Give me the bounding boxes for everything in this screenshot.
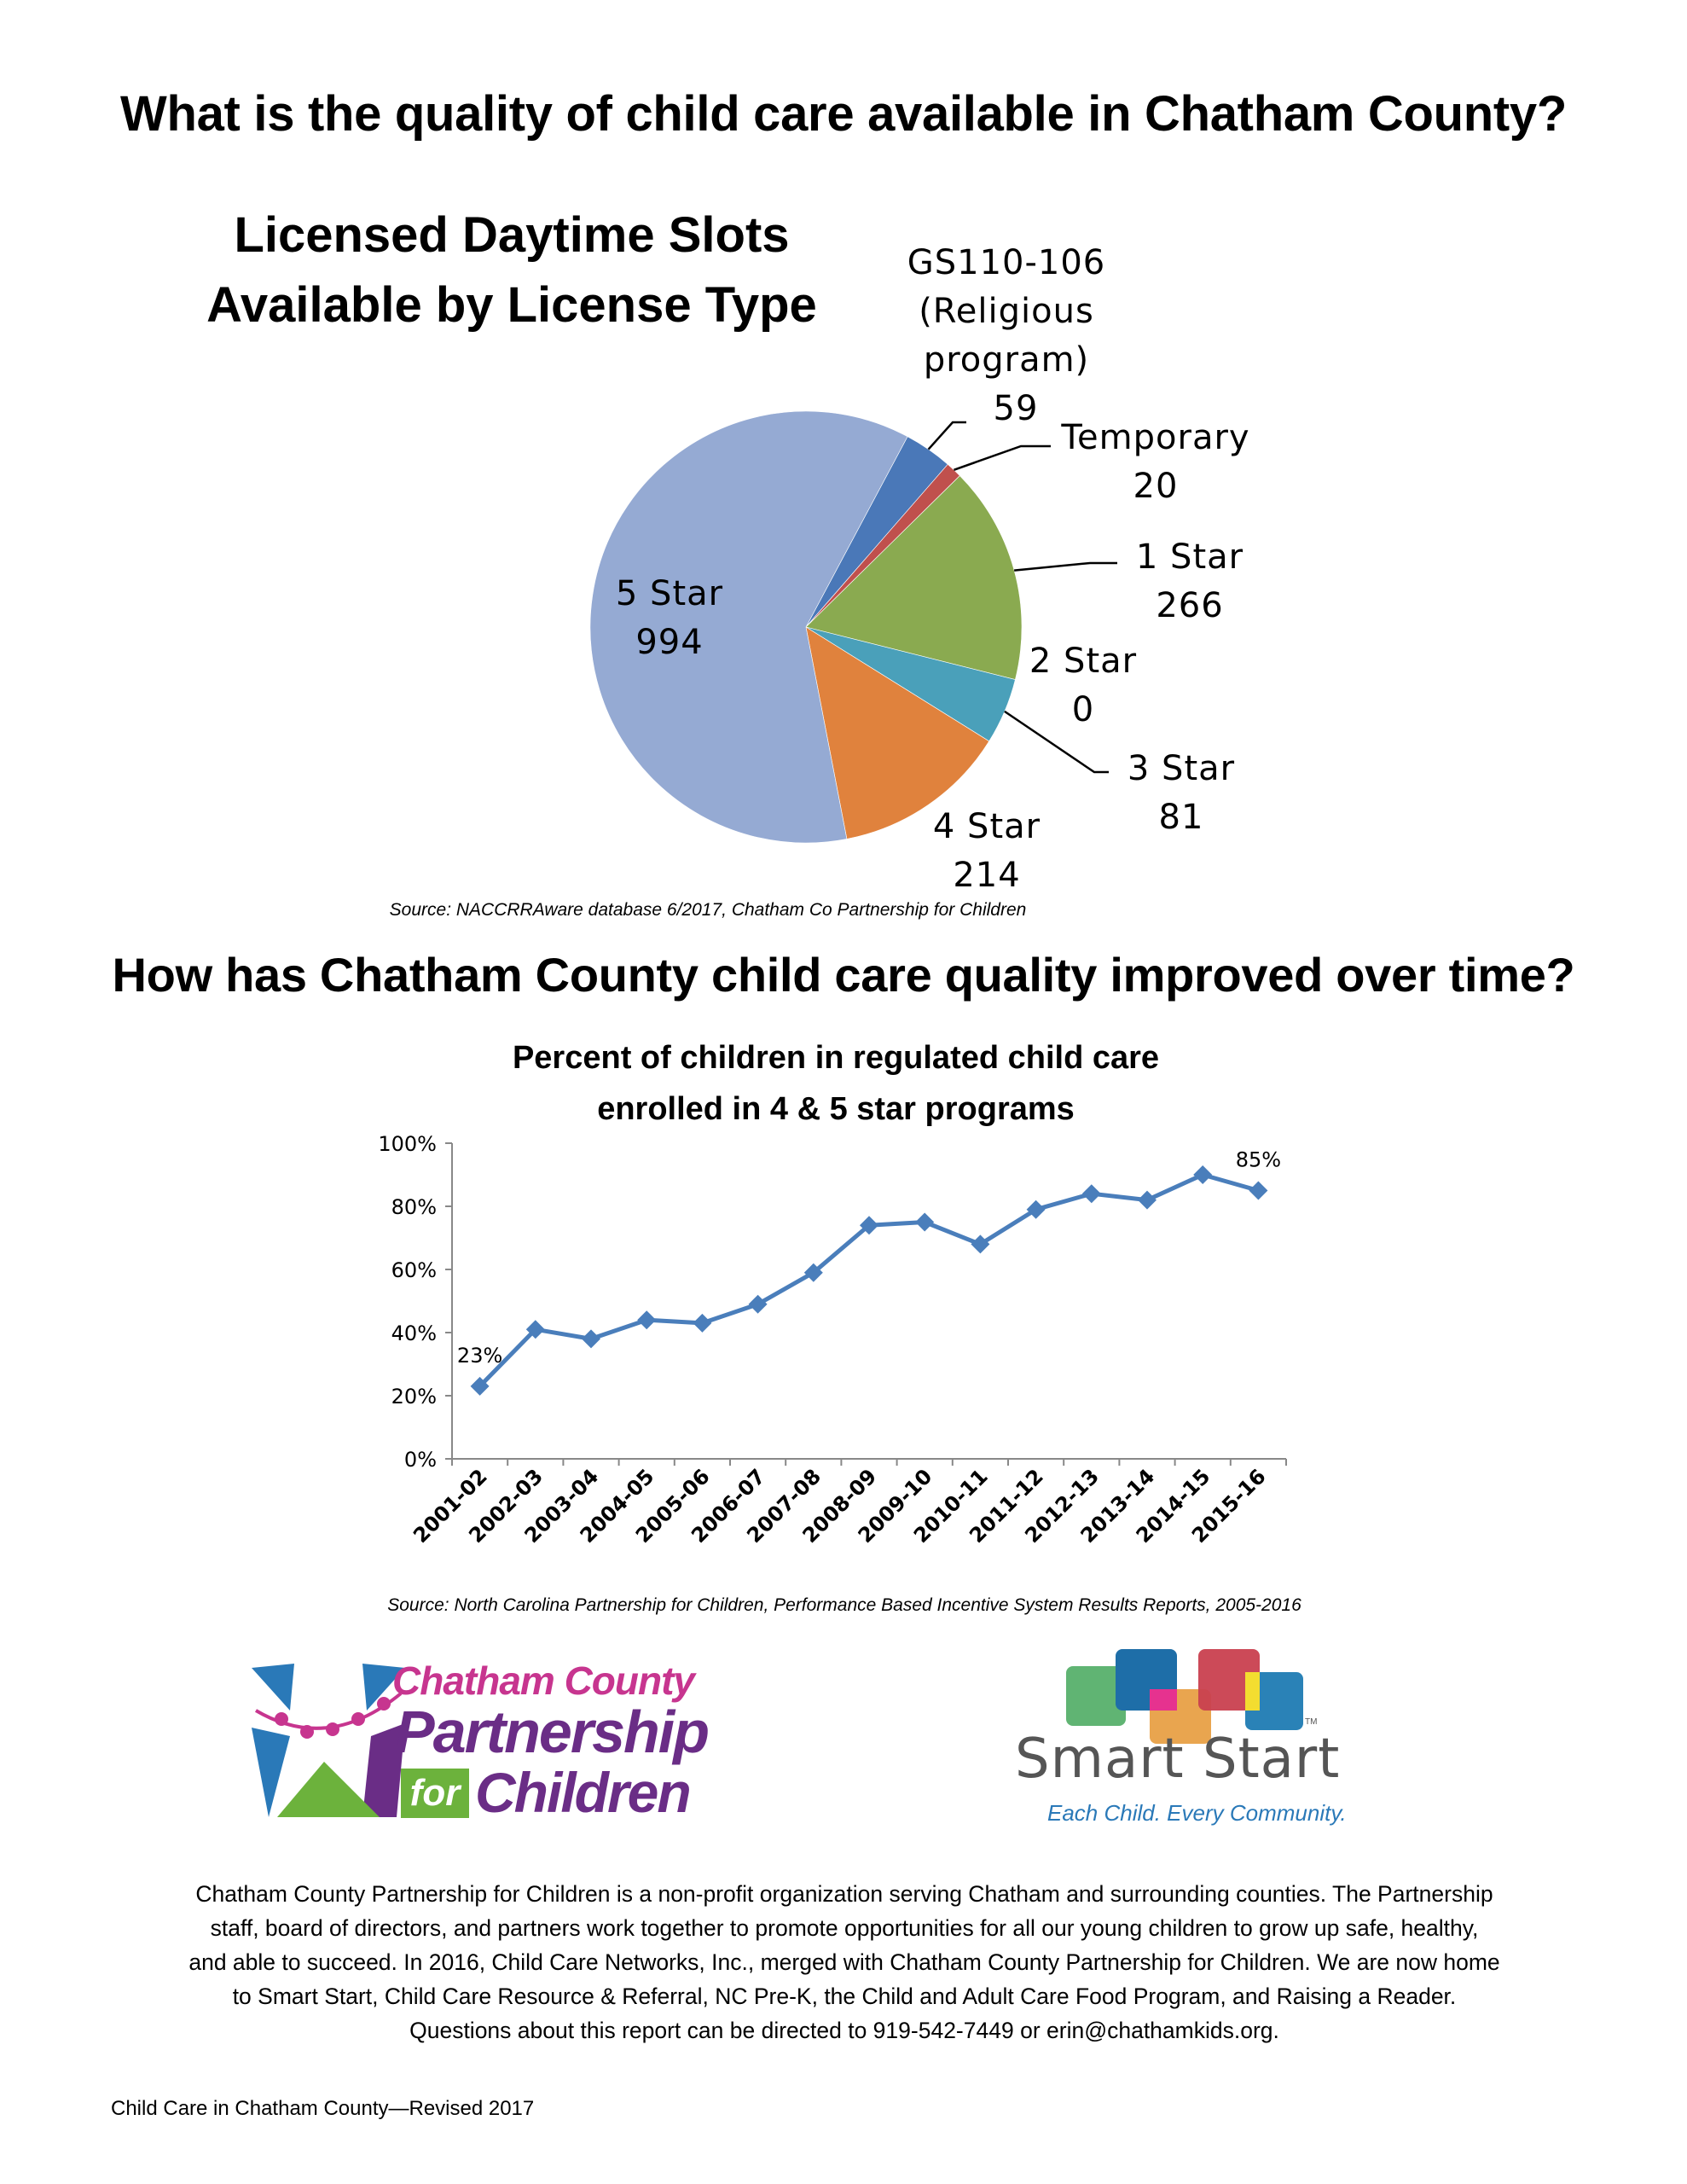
y-tick-label: 80% xyxy=(391,1195,437,1219)
line-chart-title: Percent of children in regulated child c… xyxy=(409,1032,1262,1135)
line-title-line2: enrolled in 4 & 5 star programs xyxy=(597,1091,1075,1127)
pie-label-1-star: 1 Star 266 xyxy=(1117,533,1262,630)
data-point xyxy=(803,1263,823,1282)
data-point xyxy=(693,1313,712,1333)
data-point xyxy=(748,1294,768,1314)
pie-title-line1: Licensed Daytime Slots xyxy=(234,207,790,263)
pie-leader-line-0 xyxy=(927,421,966,450)
footer-line: Questions about this report can be direc… xyxy=(409,2018,1279,2043)
ccpc-logo-children: Children xyxy=(475,1761,692,1824)
pie-label-1-star-name: 1 Star xyxy=(1135,537,1244,577)
data-label: 85% xyxy=(1236,1148,1281,1172)
pie-slice-5-star xyxy=(589,410,908,844)
pie-label-temporary: Temporary 20 xyxy=(1045,414,1267,511)
ccpc-logo-line1: Chatham County xyxy=(392,1658,695,1703)
pie-leader-line-1 xyxy=(954,444,1051,471)
pie-label-4-star-value: 214 xyxy=(953,856,1021,895)
footer-line: Chatham County Partnership for Children … xyxy=(195,1881,1493,1907)
pie-source: Source: NACCRRAware database 6/2017, Cha… xyxy=(389,900,1027,920)
data-point xyxy=(637,1310,657,1330)
footer-line: and able to succeed. In 2016, Child Care… xyxy=(188,1949,1500,1975)
y-tick-label: 100% xyxy=(378,1132,437,1156)
pie-label-temporary-value: 20 xyxy=(1133,467,1179,506)
pie-label-religious: GS110-106 (Religious program) 59 xyxy=(853,239,1160,433)
pie-label-3-star-value: 81 xyxy=(1158,798,1204,837)
pie-chart xyxy=(589,410,1117,844)
section-heading-improvement: How has Chatham County child care qualit… xyxy=(112,948,1575,1002)
y-tick-label: 60% xyxy=(391,1258,437,1282)
ccpc-logo: Chatham County Partnership for Children xyxy=(243,1658,721,1830)
line-title-line1: Percent of children in regulated child c… xyxy=(512,1040,1160,1076)
pie-label-3-star: 3 Star 81 xyxy=(1109,745,1254,842)
data-point xyxy=(1249,1181,1268,1200)
smart-start-tm: TM xyxy=(1305,1717,1318,1727)
data-point xyxy=(1026,1199,1046,1219)
pie-title-line2: Available by License Type xyxy=(206,277,817,333)
pie-label-3-star-name: 3 Star xyxy=(1127,749,1236,788)
footer-line: staff, board of directors, and partners … xyxy=(210,1915,1479,1941)
data-point xyxy=(470,1376,490,1396)
pie-label-4-star-name: 4 Star xyxy=(932,807,1041,846)
pie-slice-4-star xyxy=(805,626,990,839)
pie-label-religious-line3: program) xyxy=(923,340,1090,380)
pie-label-1-star-value: 266 xyxy=(1156,586,1224,625)
data-point xyxy=(971,1234,990,1254)
footer-paragraph: Chatham County Partnership for Children … xyxy=(85,1877,1603,2048)
pie-label-5-star: 5 Star 994 xyxy=(597,570,742,667)
y-tick-label: 40% xyxy=(391,1321,437,1345)
data-point xyxy=(525,1320,545,1339)
ccpc-logo-mark xyxy=(252,1664,405,1817)
page-title: What is the quality of child care availa… xyxy=(120,86,1567,142)
pie-slice-1-star xyxy=(805,475,1023,680)
pie-label-2-star-value: 0 xyxy=(1071,690,1095,729)
data-point xyxy=(915,1212,935,1232)
line-chart: 0%20%40%60%80%100%2001-022002-032003-042… xyxy=(378,1132,1287,1548)
data-label: 23% xyxy=(457,1344,502,1368)
data-point xyxy=(582,1329,600,1349)
pie-label-religious-value: 59 xyxy=(993,389,1039,428)
data-point xyxy=(1081,1184,1101,1204)
pie-label-2-star-name: 2 Star xyxy=(1029,642,1138,681)
ccpc-logo-for: for xyxy=(401,1769,469,1818)
y-tick-label: 20% xyxy=(391,1385,437,1409)
y-tick-label: 0% xyxy=(404,1448,437,1472)
pie-label-2-star: 2 Star 0 xyxy=(1011,637,1156,735)
data-point xyxy=(1138,1190,1157,1210)
revision-note: Child Care in Chatham County—Revised 201… xyxy=(111,2097,535,2120)
pie-label-5-star-value: 994 xyxy=(635,623,704,662)
smart-start-logo: TM Smart Start Each Child. Every Communi… xyxy=(1015,1642,1373,1834)
pie-label-religious-line2: (Religious xyxy=(919,292,1094,331)
series-line xyxy=(478,1172,1260,1388)
line-source: Source: North Carolina Partnership for C… xyxy=(387,1595,1301,1615)
pie-leader-line-4 xyxy=(1004,710,1109,774)
pie-leader-line-2 xyxy=(1014,561,1117,572)
data-point xyxy=(1193,1165,1213,1184)
pie-label-temporary-name: Temporary xyxy=(1061,418,1250,457)
pie-label-5-star-name: 5 Star xyxy=(615,574,724,613)
ccpc-logo-line2: Partnership xyxy=(395,1699,710,1765)
footer-line: to Smart Start, Child Care Resource & Re… xyxy=(232,1984,1457,2009)
pie-label-4-star: 4 Star 214 xyxy=(914,803,1059,900)
pie-chart-title: Licensed Daytime Slots Available by Lice… xyxy=(162,200,861,340)
smart-start-logo-mark xyxy=(1066,1649,1303,1744)
smart-start-name: Smart Start xyxy=(1015,1728,1341,1791)
smart-start-tagline: Each Child. Every Community. xyxy=(1047,1800,1347,1826)
data-point xyxy=(860,1216,878,1235)
pie-label-religious-line1: GS110-106 xyxy=(907,243,1106,282)
